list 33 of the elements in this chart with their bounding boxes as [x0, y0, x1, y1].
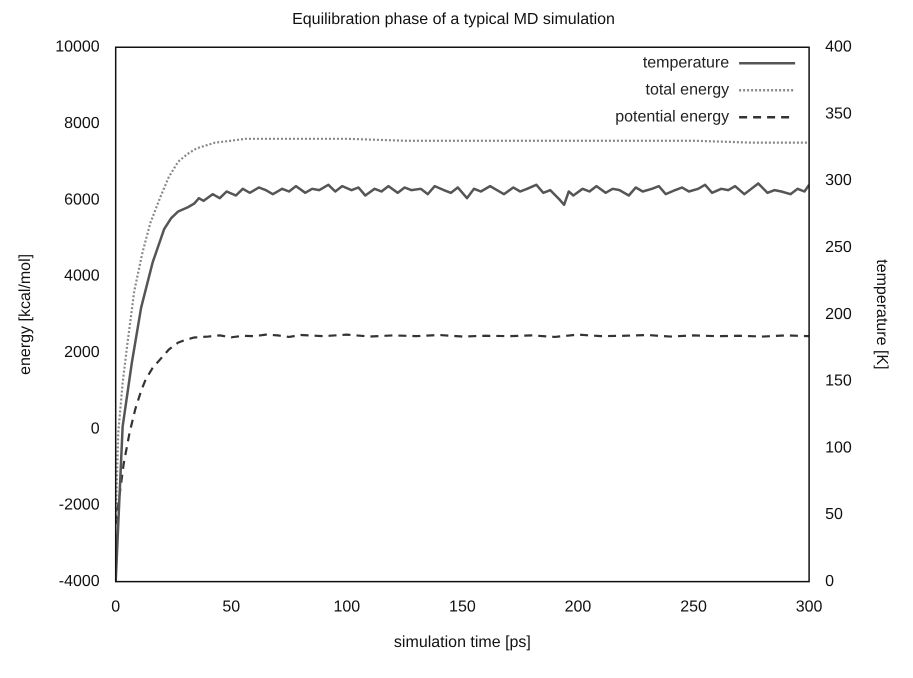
y-tick-label: 0: [90, 420, 100, 438]
x-tick-label: 200: [564, 598, 592, 616]
x-tick-label: 50: [222, 598, 240, 616]
y-tick-label: 4000: [64, 268, 100, 285]
y2-tick-label: 350: [825, 105, 852, 122]
y-tick-label: -4000: [58, 573, 100, 590]
line-series: [116, 334, 810, 526]
legend-label: total energy: [645, 82, 730, 99]
x-tick-label: 0: [111, 598, 120, 616]
y2-tick-label: 250: [825, 239, 852, 256]
y-axis-title: energy [kcal/mol]: [17, 254, 34, 375]
x-tick-label: 250: [680, 598, 707, 616]
y-tick-label: -2000: [58, 496, 100, 514]
y2-tick-label: 400: [825, 38, 852, 56]
x-tick-label: 300: [796, 598, 823, 616]
y-tick-label: 6000: [64, 191, 100, 208]
legend-label: temperature: [642, 54, 730, 72]
line-series: [116, 138, 810, 526]
legend-label: potential energy: [615, 108, 730, 126]
y2-axis-title: temperature [K]: [872, 259, 890, 370]
chart-title: Equilibration phase of a typical MD simulation: [292, 11, 615, 28]
x-tick-label: 100: [333, 598, 360, 616]
y2-tick-label: 150: [825, 372, 852, 390]
y2-tick-label: 50: [825, 506, 844, 524]
x-tick-label: 150: [449, 598, 476, 616]
y2-tick-label: 200: [825, 306, 852, 323]
y-tick-label: 8000: [64, 114, 100, 132]
y2-tick-label: 0: [825, 573, 834, 590]
y2-tick-label: 300: [825, 172, 852, 190]
x-axis-title: simulation time [ps]: [394, 634, 531, 651]
y-tick-label: 10000: [55, 38, 100, 56]
y-tick-label: 2000: [64, 344, 100, 361]
y2-tick-label: 100: [825, 439, 852, 456]
